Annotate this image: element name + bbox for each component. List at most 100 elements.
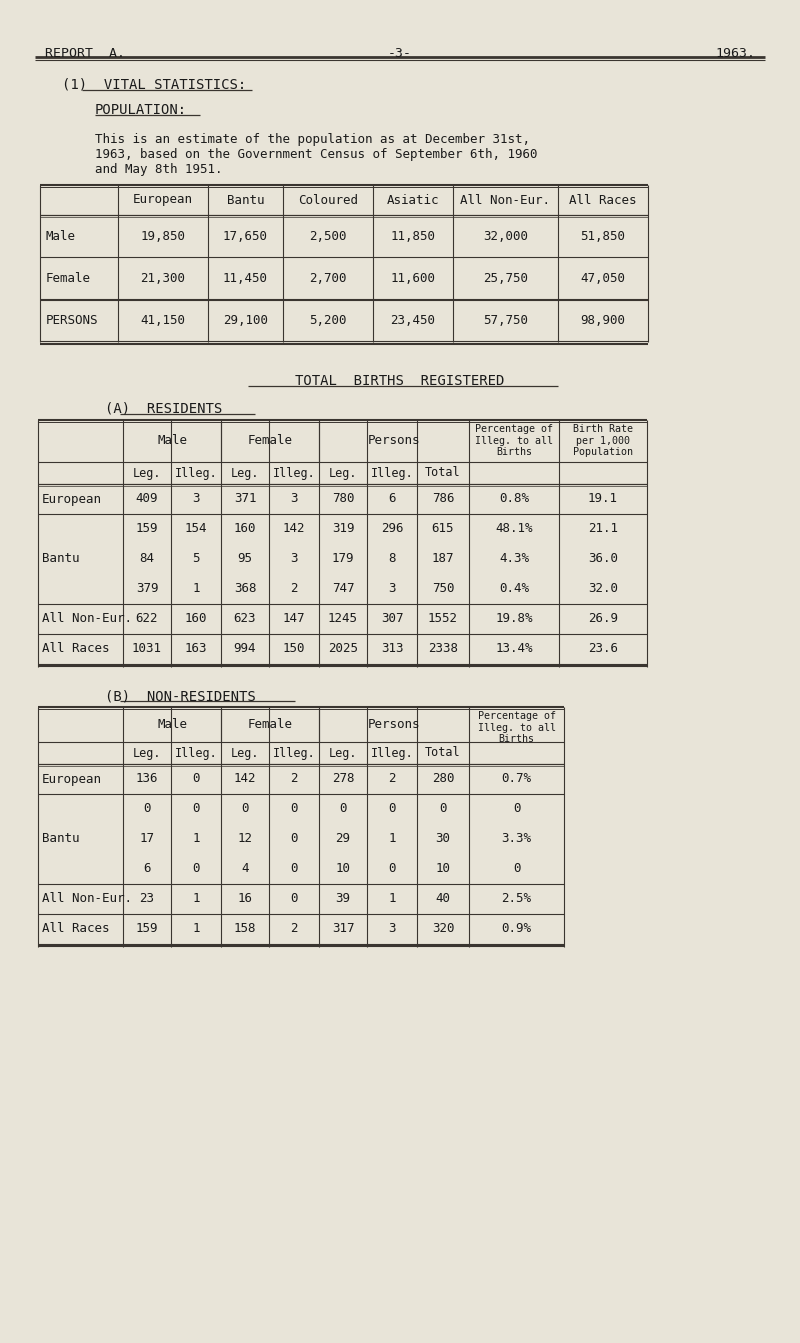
Text: 3: 3 xyxy=(192,493,200,505)
Text: 1245: 1245 xyxy=(328,612,358,626)
Text: 0: 0 xyxy=(339,803,346,815)
Text: 84: 84 xyxy=(139,552,154,565)
Text: -3-: -3- xyxy=(388,47,412,60)
Text: 150: 150 xyxy=(282,642,306,655)
Text: 142: 142 xyxy=(234,772,256,786)
Text: 278: 278 xyxy=(332,772,354,786)
Text: All Non-Eur.: All Non-Eur. xyxy=(42,612,132,626)
Text: 163: 163 xyxy=(185,642,207,655)
Text: 2,700: 2,700 xyxy=(310,271,346,285)
Text: 2025: 2025 xyxy=(328,642,358,655)
Text: 0: 0 xyxy=(439,803,446,815)
Text: POPULATION:: POPULATION: xyxy=(95,103,187,117)
Text: This is an estimate of the population as at December 31st,: This is an estimate of the population as… xyxy=(95,133,530,146)
Text: 320: 320 xyxy=(432,923,454,936)
Text: All Races: All Races xyxy=(570,193,637,207)
Text: 19.1: 19.1 xyxy=(588,493,618,505)
Text: 3: 3 xyxy=(290,552,298,565)
Text: 623: 623 xyxy=(234,612,256,626)
Text: (A)  RESIDENTS: (A) RESIDENTS xyxy=(105,402,222,416)
Text: 750: 750 xyxy=(432,583,454,595)
Text: 158: 158 xyxy=(234,923,256,936)
Text: 2: 2 xyxy=(388,772,396,786)
Text: Female: Female xyxy=(247,435,293,447)
Text: 371: 371 xyxy=(234,493,256,505)
Text: European: European xyxy=(42,772,102,786)
Text: 0: 0 xyxy=(192,803,200,815)
Text: 147: 147 xyxy=(282,612,306,626)
Text: 2338: 2338 xyxy=(428,642,458,655)
Text: Leg.: Leg. xyxy=(133,747,162,760)
Text: 57,750: 57,750 xyxy=(483,313,528,326)
Text: Leg.: Leg. xyxy=(230,466,259,479)
Text: Leg.: Leg. xyxy=(133,466,162,479)
Text: Persons: Persons xyxy=(368,435,420,447)
Text: 13.4%: 13.4% xyxy=(495,642,533,655)
Text: 2: 2 xyxy=(290,772,298,786)
Text: Leg.: Leg. xyxy=(230,747,259,760)
Text: 0.9%: 0.9% xyxy=(502,923,531,936)
Text: 0.4%: 0.4% xyxy=(499,583,529,595)
Text: 6: 6 xyxy=(143,862,150,876)
Text: 21,300: 21,300 xyxy=(141,271,186,285)
Text: and May 8th 1951.: and May 8th 1951. xyxy=(95,163,222,176)
Text: Total: Total xyxy=(425,747,461,760)
Text: Illeg.: Illeg. xyxy=(174,466,218,479)
Text: 1552: 1552 xyxy=(428,612,458,626)
Text: 747: 747 xyxy=(332,583,354,595)
Text: 3: 3 xyxy=(388,923,396,936)
Text: 1: 1 xyxy=(388,833,396,846)
Text: 17,650: 17,650 xyxy=(223,230,268,243)
Text: 1031: 1031 xyxy=(132,642,162,655)
Text: Leg.: Leg. xyxy=(329,466,358,479)
Text: 0: 0 xyxy=(290,862,298,876)
Text: 3: 3 xyxy=(388,583,396,595)
Text: European: European xyxy=(133,193,193,207)
Text: 29: 29 xyxy=(335,833,350,846)
Text: 0: 0 xyxy=(388,862,396,876)
Text: 51,850: 51,850 xyxy=(581,230,626,243)
Text: 32,000: 32,000 xyxy=(483,230,528,243)
Text: (B)  NON-RESIDENTS: (B) NON-RESIDENTS xyxy=(105,689,256,702)
Text: 296: 296 xyxy=(381,522,403,536)
Text: 19,850: 19,850 xyxy=(141,230,186,243)
Text: 0.7%: 0.7% xyxy=(502,772,531,786)
Text: 1: 1 xyxy=(192,833,200,846)
Text: 10: 10 xyxy=(435,862,450,876)
Text: Total: Total xyxy=(425,466,461,479)
Text: 319: 319 xyxy=(332,522,354,536)
Text: 5: 5 xyxy=(192,552,200,565)
Text: All Races: All Races xyxy=(42,642,110,655)
Text: 5,200: 5,200 xyxy=(310,313,346,326)
Text: 160: 160 xyxy=(185,612,207,626)
Text: Coloured: Coloured xyxy=(298,193,358,207)
Text: 0: 0 xyxy=(290,893,298,905)
Text: 23,450: 23,450 xyxy=(390,313,435,326)
Text: Bantu: Bantu xyxy=(42,552,79,565)
Text: 2: 2 xyxy=(290,923,298,936)
Text: 8: 8 xyxy=(388,552,396,565)
Text: 25,750: 25,750 xyxy=(483,271,528,285)
Text: REPORT  A.: REPORT A. xyxy=(45,47,125,60)
Text: 40: 40 xyxy=(435,893,450,905)
Text: Birth Rate
per 1,000
Population: Birth Rate per 1,000 Population xyxy=(573,424,633,457)
Text: 1: 1 xyxy=(388,893,396,905)
Text: 29,100: 29,100 xyxy=(223,313,268,326)
Text: 313: 313 xyxy=(381,642,403,655)
Text: 379: 379 xyxy=(136,583,158,595)
Text: Illeg.: Illeg. xyxy=(174,747,218,760)
Text: 622: 622 xyxy=(136,612,158,626)
Text: 23.6: 23.6 xyxy=(588,642,618,655)
Text: Male: Male xyxy=(46,230,76,243)
Text: 159: 159 xyxy=(136,522,158,536)
Text: Female: Female xyxy=(247,719,293,731)
Text: 0: 0 xyxy=(143,803,150,815)
Text: 615: 615 xyxy=(432,522,454,536)
Text: 2.5%: 2.5% xyxy=(502,893,531,905)
Text: Female: Female xyxy=(46,271,91,285)
Text: Illeg.: Illeg. xyxy=(370,747,414,760)
Text: Leg.: Leg. xyxy=(329,747,358,760)
Text: All Races: All Races xyxy=(42,923,110,936)
Text: 3: 3 xyxy=(290,493,298,505)
Text: TOTAL  BIRTHS  REGISTERED: TOTAL BIRTHS REGISTERED xyxy=(295,373,505,388)
